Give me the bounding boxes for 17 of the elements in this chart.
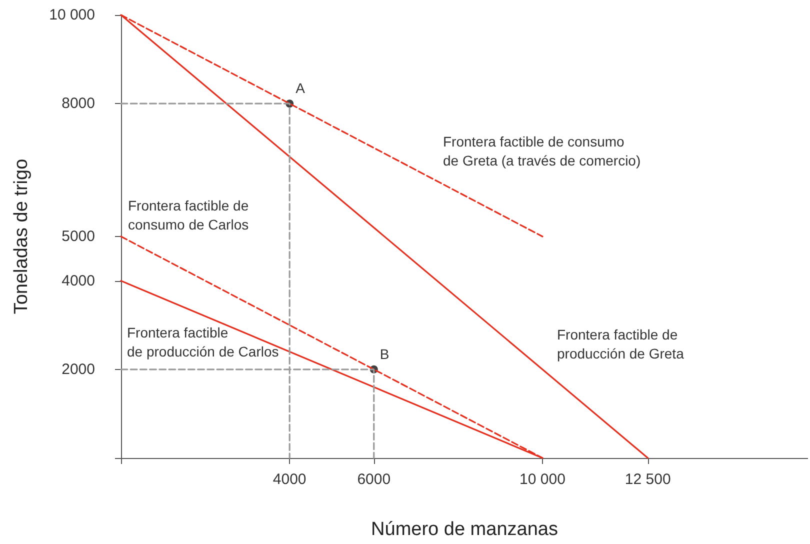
- x-tick-label: 6000: [357, 471, 391, 488]
- annotation: Frontera factible de producción de Greta: [557, 326, 684, 362]
- y-axis-title: Toneladas de trigo: [11, 158, 32, 314]
- x-tick-label: 10 000: [520, 471, 566, 488]
- annotation: Frontera factible de producción de Carlos: [127, 324, 279, 360]
- x-axis-title: Número de manzanas: [371, 519, 558, 540]
- annotation: Frontera factible de consumo de Carlos: [128, 198, 249, 232]
- annotation: Frontera factible de consumo de Greta (a través de comercio): [443, 134, 641, 168]
- y-tick-label: 5000: [62, 228, 95, 245]
- annotation: A: [296, 80, 306, 96]
- y-tick-label: 4000: [62, 272, 95, 290]
- y-tick-label: 2000: [62, 360, 95, 378]
- x-tick-label: 4000: [272, 471, 306, 488]
- annotation: B: [380, 346, 390, 362]
- y-tick-label: 10 000: [49, 6, 95, 24]
- y-tick-label: 8000: [62, 95, 95, 112]
- x-tick-label: 12 500: [624, 471, 671, 488]
